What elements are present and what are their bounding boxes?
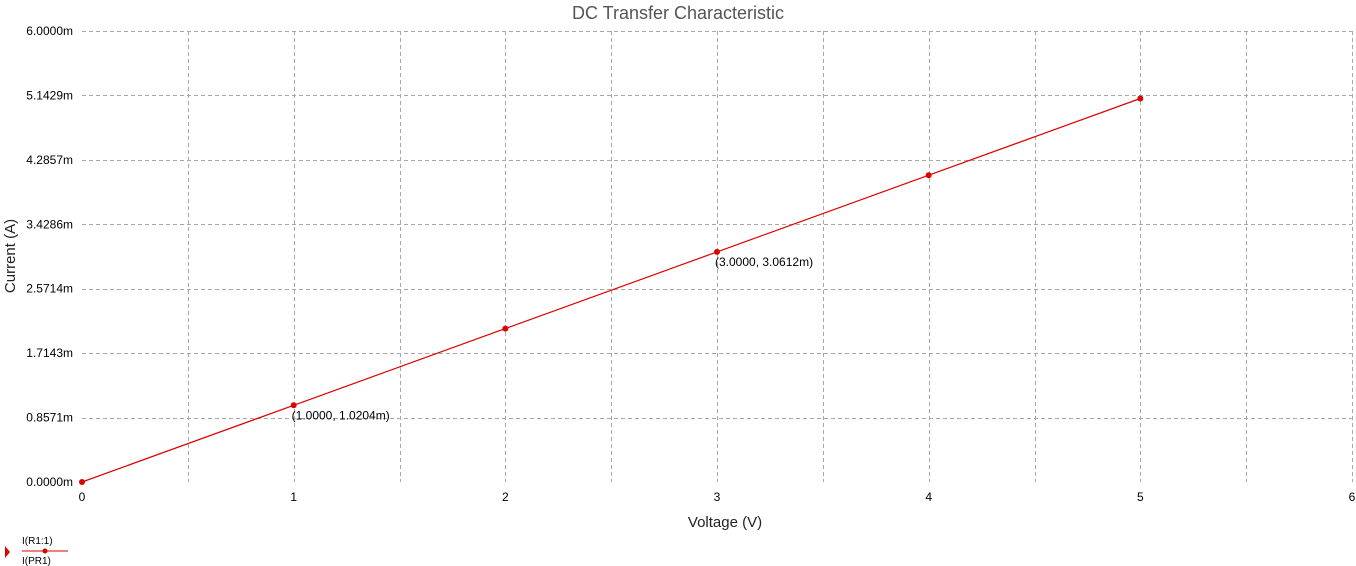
series-layer (79, 95, 1144, 485)
y-axis-label: Current (A) (2, 219, 19, 293)
legend-series-marker (42, 548, 48, 554)
legend-entry-series: I(R1:1) (22, 536, 53, 547)
data-point-marker (79, 479, 85, 485)
chart-title: DC Transfer Characteristic (572, 3, 784, 23)
data-point-annotation: (3.0000, 3.0612m) (715, 255, 813, 269)
x-tick-label: 4 (925, 490, 932, 504)
annotation-layer: (1.0000, 1.0204m) (3.0000, 3.0612m) (292, 255, 813, 422)
y-tick-label: 2.5714m (26, 282, 73, 296)
series-line (81, 97, 1141, 483)
data-point-marker (1137, 95, 1144, 102)
y-tick-label: 0.8571m (26, 411, 73, 425)
x-tick-label: 6 (1349, 490, 1356, 504)
data-point-marker (714, 248, 720, 255)
y-axis-ticks: 0.0000m 0.8571m 1.7143m 2.5714m 3.4286m 4.285… (26, 24, 73, 489)
y-tick-label: 6.0000m (26, 24, 73, 38)
y-tick-label: 3.4286m (26, 217, 73, 231)
legend-marker-icon (5, 546, 10, 558)
y-tick-label: 0.0000m (26, 475, 73, 489)
y-tick-label: 1.7143m (26, 346, 73, 360)
y-tick-label: 4.2857m (26, 153, 73, 167)
legend[interactable]: I(R1:1) I(PR1) (5, 536, 68, 566)
grid-lines (82, 31, 1353, 482)
x-tick-label: 1 (290, 490, 297, 504)
x-tick-label: 3 (714, 490, 721, 504)
data-point-annotation: (1.0000, 1.0204m) (292, 408, 390, 422)
data-point-marker (502, 325, 509, 332)
legend-entry-probe: I(PR1) (22, 556, 51, 566)
x-axis-ticks: 0 1 2 3 4 5 6 (79, 490, 1356, 504)
y-tick-label: 5.1429m (26, 88, 73, 102)
data-point-marker (925, 172, 932, 179)
x-tick-label: 5 (1137, 490, 1144, 504)
x-tick-label: 2 (502, 490, 509, 504)
x-axis-label: Voltage (V) (688, 514, 762, 531)
x-tick-label: 0 (79, 490, 86, 504)
data-point-marker (290, 402, 297, 409)
